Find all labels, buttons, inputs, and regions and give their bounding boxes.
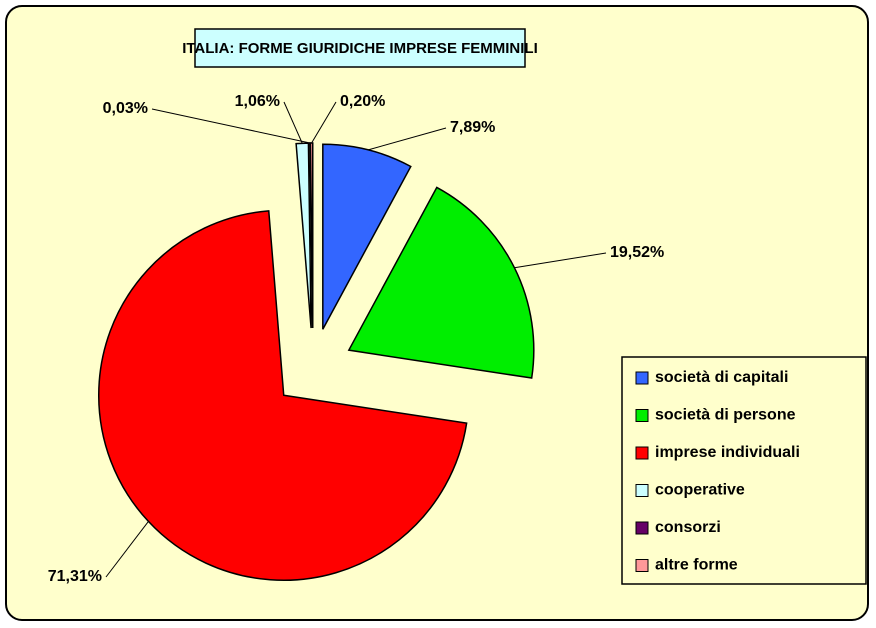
legend-swatch (635, 521, 649, 535)
legend-swatch (635, 371, 649, 385)
legend-swatch (635, 559, 649, 572)
leader-line (151, 108, 311, 144)
leader-line (105, 521, 149, 578)
data-label: 0,03% (103, 100, 148, 117)
leader-line (283, 101, 303, 144)
pie-slice (347, 186, 535, 379)
data-label: 0,20% (340, 93, 385, 110)
legend-box (621, 356, 867, 585)
legend-swatch (635, 446, 649, 460)
data-label: 1,06% (235, 93, 280, 110)
legend-label: consorzi (655, 519, 721, 536)
legend-label: cooperative (655, 482, 745, 499)
title-box (194, 28, 526, 68)
legend-swatch (635, 409, 649, 422)
data-label: 7,89% (450, 119, 495, 136)
data-label: 71,31% (48, 568, 102, 585)
data-label: 19,52% (610, 244, 664, 261)
legend-label: imprese individuali (655, 444, 800, 461)
leader-line (311, 101, 337, 144)
pie-slice (322, 143, 412, 330)
chart-title: ITALIA: FORME GIURIDICHE IMPRESE FEMMINI… (182, 40, 538, 57)
legend-label: società di capitali (655, 369, 788, 386)
pie-slice (98, 210, 468, 581)
legend-label: società di persone (655, 407, 796, 424)
leader-line (514, 252, 607, 269)
legend-label: altre forme (655, 557, 738, 574)
legend-swatch (635, 484, 649, 497)
leader-line (368, 127, 447, 151)
